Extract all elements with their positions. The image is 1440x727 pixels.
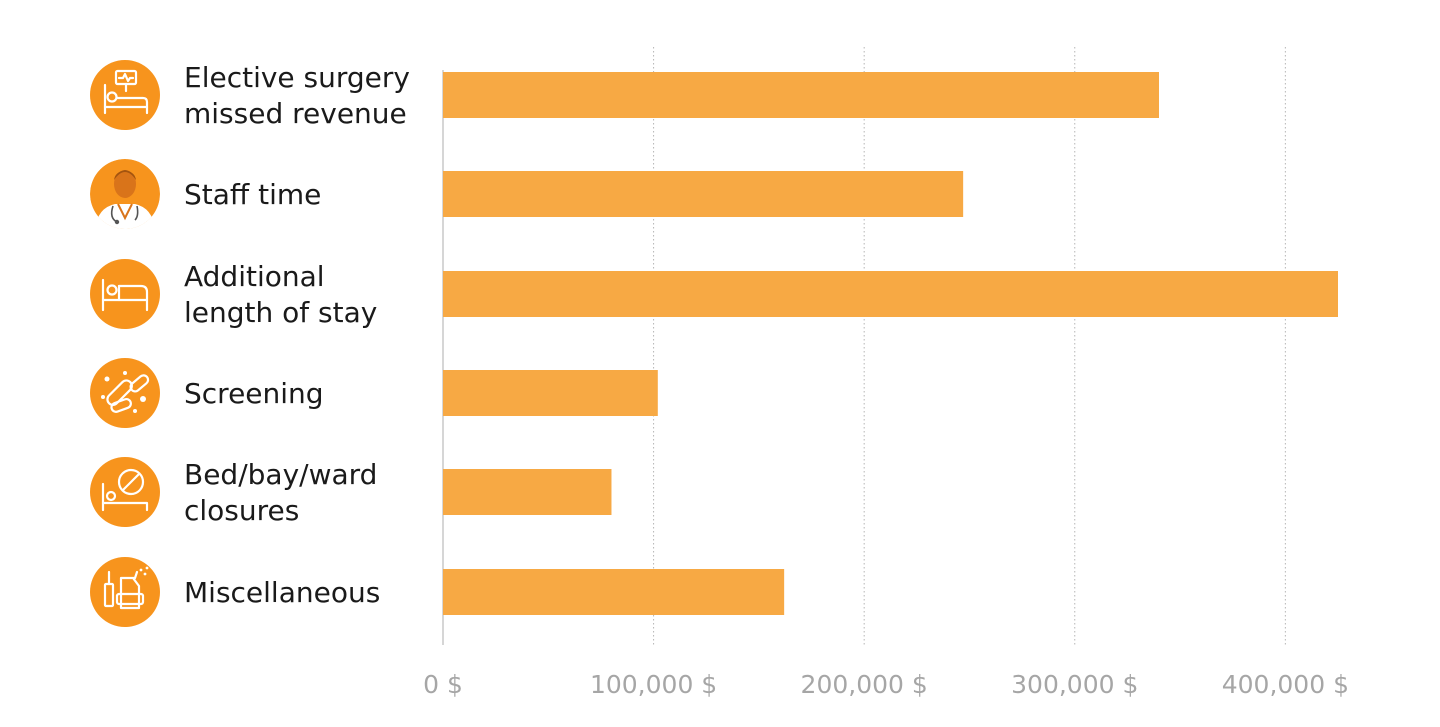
bar bbox=[443, 72, 1159, 118]
x-tick-label: 300,000 $ bbox=[1011, 670, 1138, 699]
category-label-line: Screening bbox=[184, 377, 324, 410]
category-label-line: Staff time bbox=[184, 178, 321, 211]
bar bbox=[443, 469, 612, 515]
category-label: Bed/bay/ward closures bbox=[184, 458, 377, 527]
category-icons bbox=[90, 60, 160, 627]
doctor-icon bbox=[90, 159, 160, 229]
supplies-icon bbox=[90, 557, 160, 627]
category-label-line: closures bbox=[184, 494, 299, 527]
hospital-bed-monitor-icon bbox=[90, 60, 160, 130]
category-label-line: Miscellaneous bbox=[184, 576, 380, 609]
category-label-line: Bed/bay/ward bbox=[184, 458, 377, 491]
x-tick-label: 200,000 $ bbox=[801, 670, 928, 699]
bar bbox=[443, 370, 658, 416]
gridlines bbox=[442, 47, 1286, 645]
bed-closed-icon bbox=[90, 457, 160, 527]
category-label: Miscellaneous bbox=[184, 576, 380, 609]
category-label-line: length of stay bbox=[184, 296, 377, 329]
x-tick-label: 400,000 $ bbox=[1222, 670, 1349, 699]
bed-icon bbox=[90, 259, 160, 329]
category-labels: Elective surgery missed revenue Staff time… bbox=[184, 61, 410, 609]
category-label: Elective surgery missed revenue bbox=[184, 61, 410, 130]
bacteria-icon bbox=[90, 358, 160, 428]
x-axis-tick-labels: 0 $ 100,000 $ 200,000 $ 300,000 $ 400,000 $ bbox=[423, 670, 1349, 699]
category-label-line: Elective surgery bbox=[184, 61, 410, 94]
category-label: Screening bbox=[184, 377, 324, 410]
x-tick-label: 0 $ bbox=[423, 670, 463, 699]
category-label-line: Additional bbox=[184, 260, 325, 293]
bar bbox=[443, 271, 1338, 317]
category-label: Staff time bbox=[184, 178, 321, 211]
bar bbox=[443, 569, 785, 615]
bars bbox=[443, 72, 1338, 615]
x-tick-label: 100,000 $ bbox=[590, 670, 717, 699]
category-label-line: missed revenue bbox=[184, 97, 407, 130]
bar bbox=[443, 171, 964, 217]
category-label: Additional length of stay bbox=[184, 260, 377, 329]
